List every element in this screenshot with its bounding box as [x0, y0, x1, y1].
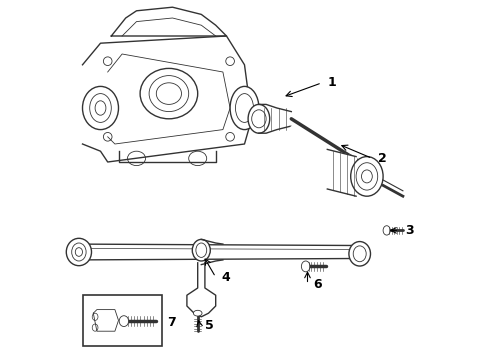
- Bar: [82, 295, 162, 346]
- Ellipse shape: [82, 86, 118, 130]
- Polygon shape: [93, 310, 118, 331]
- Ellipse shape: [350, 157, 382, 196]
- Polygon shape: [82, 36, 251, 162]
- Text: 4: 4: [221, 271, 229, 284]
- Ellipse shape: [192, 239, 210, 261]
- Text: 6: 6: [312, 278, 321, 291]
- Ellipse shape: [247, 104, 269, 133]
- Ellipse shape: [119, 316, 128, 327]
- Text: 2: 2: [377, 152, 386, 165]
- Polygon shape: [111, 7, 226, 36]
- Ellipse shape: [348, 242, 370, 266]
- Ellipse shape: [301, 261, 309, 272]
- Ellipse shape: [66, 238, 91, 266]
- Polygon shape: [186, 263, 215, 317]
- Text: 3: 3: [404, 224, 412, 237]
- Text: 7: 7: [167, 316, 176, 329]
- Text: 5: 5: [204, 319, 213, 332]
- Text: 1: 1: [326, 76, 335, 89]
- Ellipse shape: [230, 86, 258, 130]
- Ellipse shape: [140, 68, 197, 119]
- Ellipse shape: [382, 226, 389, 235]
- Ellipse shape: [193, 310, 202, 316]
